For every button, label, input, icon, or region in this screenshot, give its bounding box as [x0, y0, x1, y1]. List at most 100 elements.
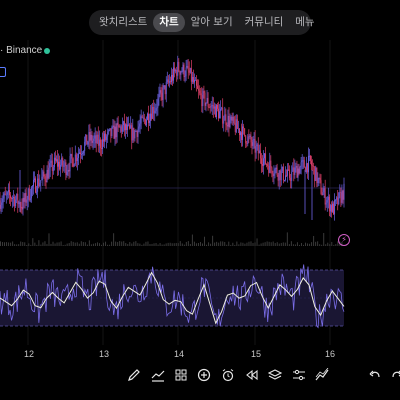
- candle-body: [286, 175, 287, 177]
- volume-bar: [8, 242, 10, 246]
- candle-body: [33, 179, 34, 187]
- candle-body: [267, 164, 269, 166]
- candle-body: [140, 116, 142, 124]
- candle-body: [204, 92, 206, 106]
- candle-body: [161, 92, 163, 100]
- candle-body: [42, 171, 44, 177]
- volume-bar: [139, 243, 141, 246]
- layers-icon[interactable]: [267, 367, 283, 383]
- candle-body: [228, 115, 230, 128]
- candle-body: [69, 156, 71, 172]
- volume-bar: [173, 243, 175, 246]
- replay-icon[interactable]: [244, 367, 260, 383]
- candle-body: [63, 165, 65, 167]
- tab-explore[interactable]: 알아 보기: [190, 16, 233, 28]
- candle-body: [297, 168, 299, 178]
- undo-icon[interactable]: [367, 367, 383, 383]
- candle-body: [81, 153, 83, 155]
- candle-body: [322, 192, 324, 195]
- candle-body: [238, 128, 240, 136]
- tab-watchlist[interactable]: 왓치리스트: [99, 16, 148, 28]
- symbol-exchange-label[interactable]: · Binance: [0, 45, 43, 56]
- volume-bar: [321, 244, 323, 246]
- volume-bar: [88, 240, 90, 246]
- volume-bar: [305, 242, 307, 246]
- candle-body: [287, 169, 288, 176]
- candle-body: [217, 104, 218, 109]
- candle-body: [185, 67, 187, 77]
- tab-menu[interactable]: 메뉴: [295, 16, 315, 28]
- candle-body: [141, 116, 143, 118]
- candle-body: [220, 108, 222, 112]
- volume-bar: [197, 243, 199, 246]
- redo-icon[interactable]: [389, 367, 400, 383]
- volume-bar: [189, 243, 191, 246]
- tab-chart[interactable]: 차트: [153, 13, 185, 32]
- candle-body: [119, 126, 121, 128]
- volume-bar: [220, 241, 222, 246]
- candle-body: [135, 131, 137, 132]
- candle-body: [243, 126, 245, 129]
- top-nav: 왓치리스트 차트 알아 보기 커뮤니티 메뉴: [89, 10, 315, 35]
- candle-body: [179, 71, 181, 75]
- indicator-icon[interactable]: [150, 367, 166, 383]
- candle-body: [20, 206, 22, 208]
- volume-bar: [68, 243, 70, 246]
- candle-body: [82, 153, 84, 154]
- volume-bar: [2, 242, 4, 246]
- candle-body: [212, 105, 214, 109]
- candle-body: [187, 66, 189, 71]
- candle-body: [310, 155, 311, 161]
- volume-bar: [317, 241, 319, 246]
- candle-body: [343, 183, 345, 200]
- candle-body: [191, 77, 193, 82]
- candle-body: [174, 67, 176, 72]
- settings-sliders-icon[interactable]: [291, 367, 307, 383]
- grid-icon[interactable]: [173, 367, 189, 383]
- candle-body: [293, 167, 295, 175]
- volume-bar: [56, 242, 58, 246]
- candle-body: [94, 135, 96, 139]
- tab-community[interactable]: 커뮤니티: [244, 16, 284, 28]
- candle-body: [289, 169, 291, 178]
- pencil-icon[interactable]: [126, 367, 142, 383]
- candle-body: [299, 166, 301, 174]
- volume-bar: [329, 244, 331, 246]
- candle-body: [305, 163, 307, 172]
- candle-body: [53, 157, 55, 168]
- volume-bar: [137, 243, 139, 246]
- volume-bar: [6, 242, 8, 246]
- candle-body: [85, 134, 87, 142]
- volume-bar: [254, 242, 256, 246]
- volume-bar: [202, 243, 203, 246]
- candle-body: [307, 155, 309, 173]
- candle-body: [183, 64, 185, 78]
- volume-bar: [288, 244, 290, 246]
- candle-body: [208, 106, 210, 108]
- candle-body: [271, 167, 273, 174]
- candle-body: [43, 171, 45, 177]
- candle-body: [5, 194, 7, 196]
- candle-body: [117, 122, 119, 126]
- volume-bar: [84, 242, 86, 246]
- volume-bar: [309, 243, 311, 246]
- candle-body: [137, 128, 139, 137]
- volume-bar: [280, 242, 282, 246]
- volume-bar: [282, 242, 284, 246]
- candle-body: [171, 74, 172, 83]
- candle-body: [136, 131, 138, 137]
- candle-body: [7, 189, 9, 193]
- alarm-icon[interactable]: [220, 367, 236, 383]
- flash-icon[interactable]: ⚡: [338, 234, 350, 246]
- volume-bar: [50, 243, 52, 246]
- add-icon[interactable]: [196, 367, 212, 383]
- trend-line-icon[interactable]: [314, 367, 330, 383]
- candle-body: [288, 169, 290, 171]
- volume-bar: [319, 244, 321, 246]
- scale-marker[interactable]: [0, 67, 6, 77]
- candle-body: [138, 126, 140, 129]
- candle-body: [74, 154, 76, 165]
- candle-body: [159, 90, 161, 95]
- volume-bar: [129, 242, 131, 246]
